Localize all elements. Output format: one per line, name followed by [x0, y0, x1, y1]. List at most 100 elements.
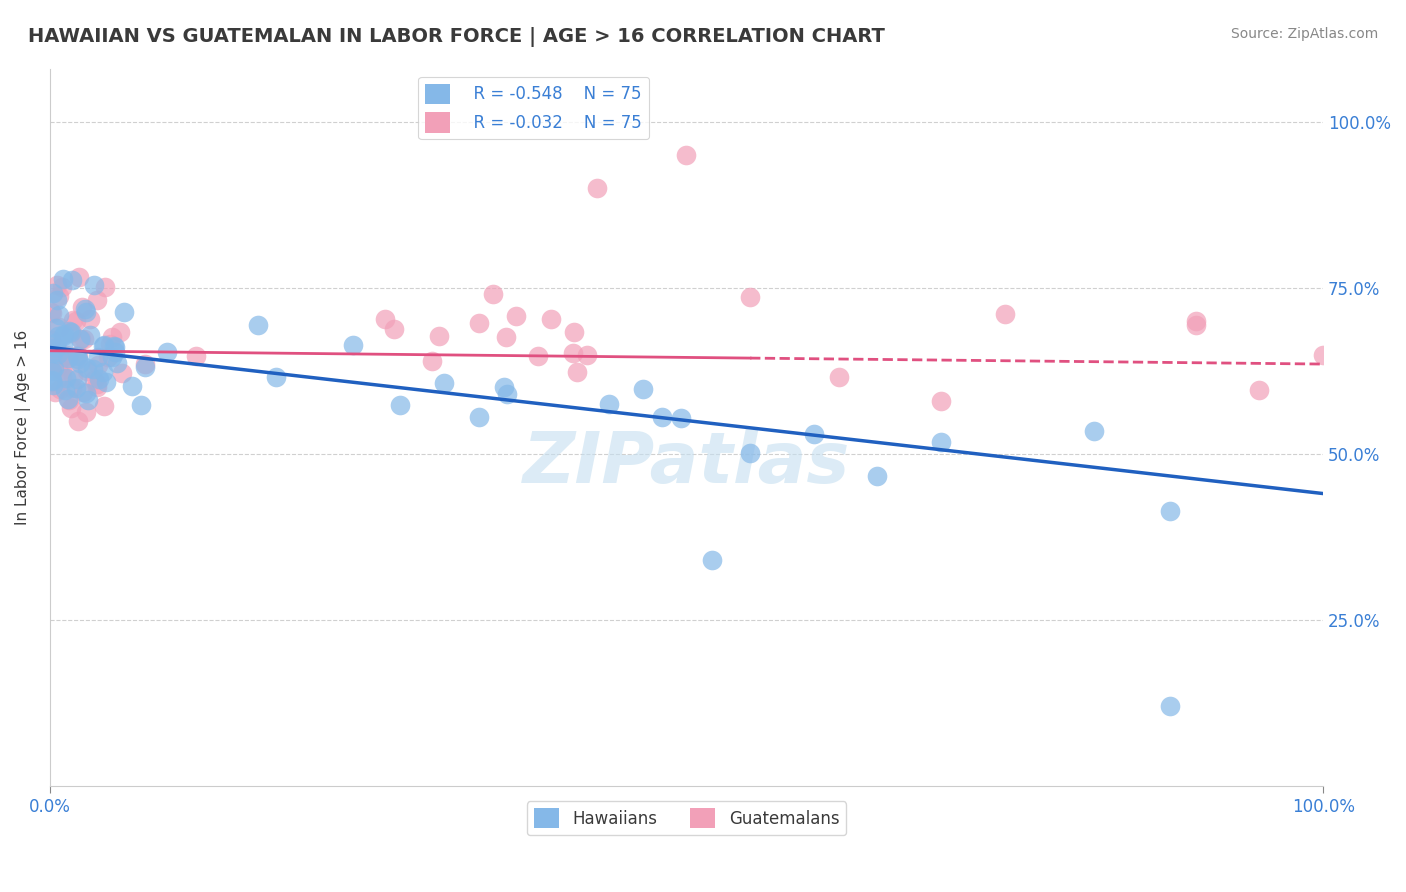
Point	[1159, 699, 1181, 714]
Point	[53, 351, 76, 366]
Point	[41, 364, 63, 378]
Point	[866, 469, 889, 483]
Point	[59, 401, 82, 415]
Point	[803, 427, 825, 442]
Point	[55, 371, 77, 385]
Point	[247, 318, 270, 332]
Point	[422, 354, 444, 368]
Point	[49, 382, 72, 396]
Point	[505, 309, 527, 323]
Point	[66, 352, 89, 367]
Point	[675, 148, 697, 162]
Point	[62, 313, 84, 327]
Point	[86, 380, 108, 394]
Point	[1184, 318, 1206, 332]
Point	[540, 311, 562, 326]
Point	[93, 338, 115, 352]
Point	[91, 365, 114, 379]
Point	[60, 326, 83, 340]
Point	[1159, 504, 1181, 518]
Point	[46, 347, 69, 361]
Point	[1083, 424, 1105, 438]
Point	[69, 332, 91, 346]
Text: ZIPatlas: ZIPatlas	[523, 428, 851, 498]
Point	[42, 378, 65, 392]
Point	[76, 305, 98, 319]
Point	[82, 361, 104, 376]
Point	[60, 382, 83, 396]
Text: HAWAIIAN VS GUATEMALAN IN LABOR FORCE | AGE > 16 CORRELATION CHART: HAWAIIAN VS GUATEMALAN IN LABOR FORCE | …	[28, 27, 884, 46]
Point	[526, 349, 548, 363]
Point	[121, 379, 143, 393]
Point	[66, 372, 89, 386]
Point	[58, 324, 80, 338]
Point	[51, 279, 73, 293]
Point	[51, 368, 73, 383]
Point	[828, 370, 851, 384]
Point	[48, 288, 70, 302]
Point	[45, 334, 67, 349]
Point	[44, 385, 66, 400]
Point	[52, 338, 75, 352]
Point	[70, 332, 93, 346]
Point	[929, 434, 952, 449]
Point	[496, 387, 519, 401]
Point	[79, 328, 101, 343]
Point	[41, 374, 63, 388]
Point	[495, 329, 517, 343]
Point	[58, 392, 80, 407]
Point	[51, 363, 73, 377]
Point	[111, 366, 134, 380]
Point	[60, 326, 83, 341]
Point	[134, 360, 156, 375]
Point	[184, 349, 207, 363]
Point	[482, 286, 505, 301]
Point	[129, 398, 152, 412]
Point	[86, 351, 108, 365]
Y-axis label: In Labor Force | Age > 16: In Labor Force | Age > 16	[15, 329, 31, 524]
Point	[66, 414, 89, 428]
Point	[651, 410, 673, 425]
Point	[53, 383, 76, 397]
Point	[93, 338, 115, 352]
Point	[468, 316, 491, 330]
Point	[45, 293, 67, 308]
Point	[76, 360, 98, 375]
Point	[94, 280, 117, 294]
Point	[94, 376, 117, 390]
Point	[87, 358, 110, 372]
Point	[1249, 383, 1271, 397]
Point	[65, 381, 87, 395]
Point	[55, 348, 77, 362]
Point	[1312, 348, 1334, 362]
Point	[83, 373, 105, 387]
Point	[48, 353, 70, 368]
Point	[48, 351, 70, 365]
Point	[112, 304, 135, 318]
Point	[46, 329, 69, 343]
Point	[1184, 314, 1206, 328]
Point	[41, 306, 63, 320]
Point	[374, 312, 396, 326]
Point	[58, 351, 80, 366]
Point	[382, 321, 405, 335]
Point	[41, 373, 63, 387]
Point	[342, 338, 364, 352]
Point	[52, 272, 75, 286]
Point	[468, 410, 491, 425]
Point	[86, 293, 108, 307]
Point	[575, 348, 598, 362]
Point	[700, 553, 723, 567]
Point	[52, 328, 75, 343]
Point	[42, 357, 65, 371]
Point	[67, 270, 90, 285]
Point	[60, 273, 83, 287]
Point	[48, 359, 70, 374]
Point	[97, 351, 120, 365]
Point	[669, 411, 692, 425]
Point	[929, 393, 952, 408]
Point	[73, 301, 96, 316]
Point	[79, 312, 101, 326]
Point	[77, 392, 100, 407]
Point	[101, 351, 124, 365]
